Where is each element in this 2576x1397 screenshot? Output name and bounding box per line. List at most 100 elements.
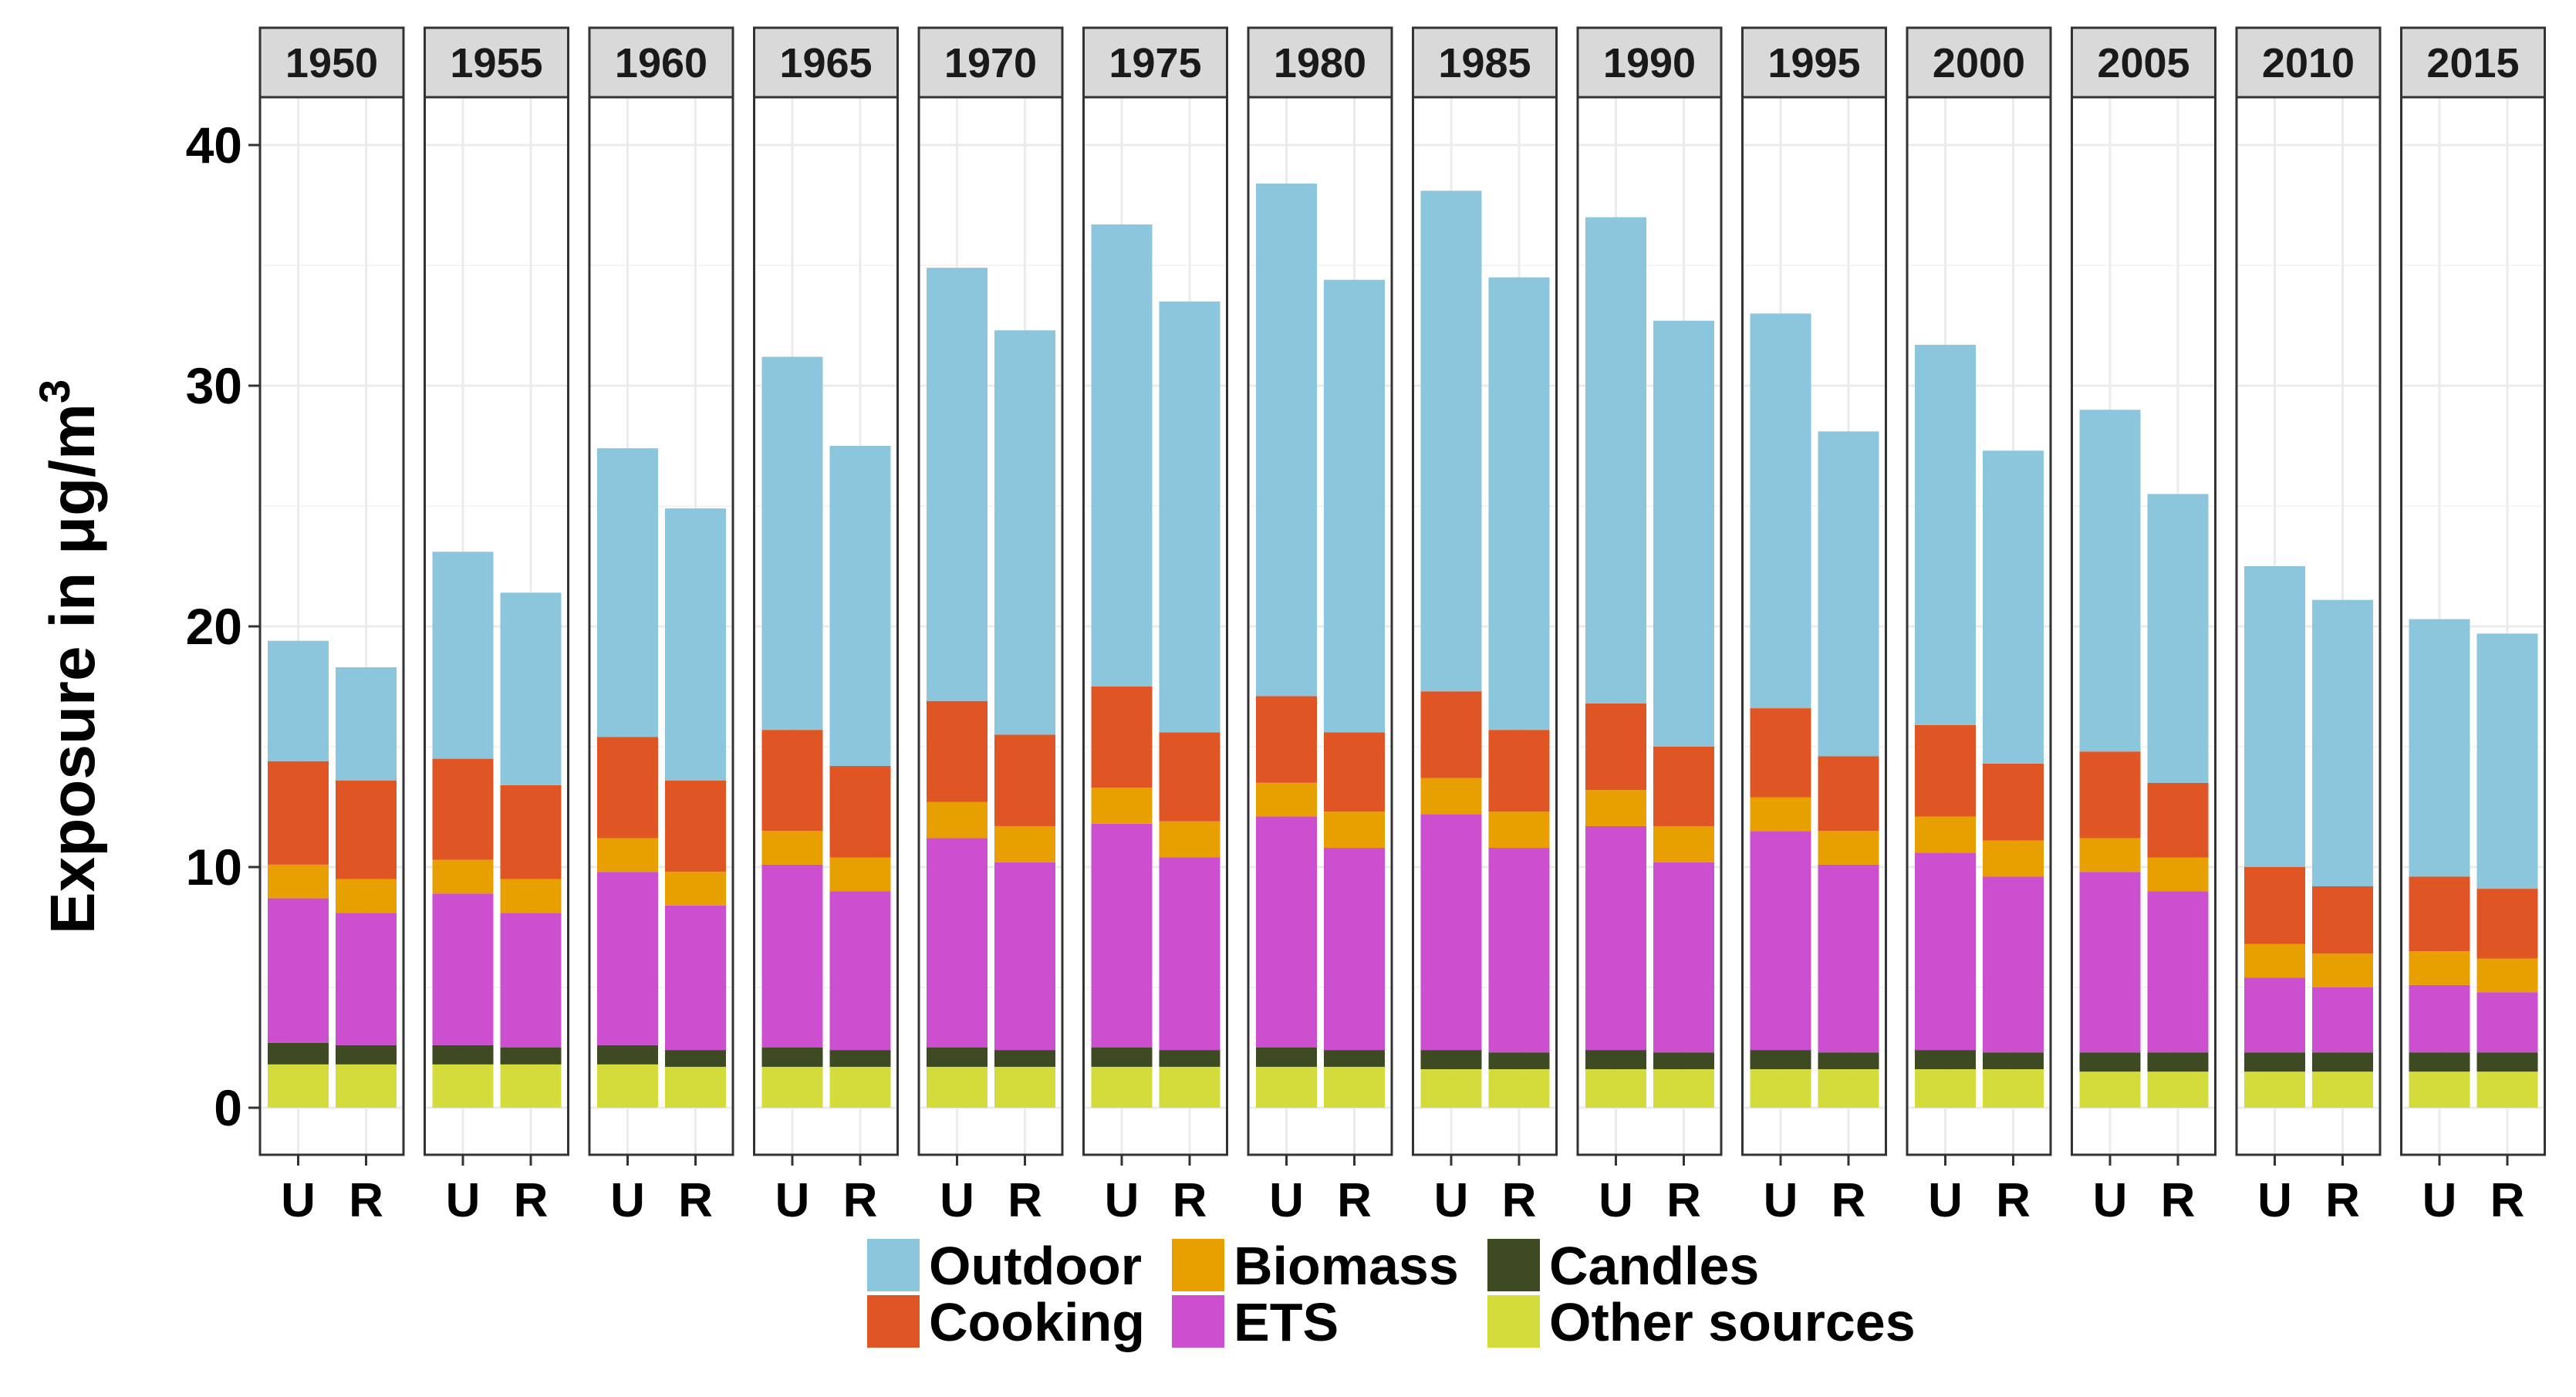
y-tick-label: 20: [186, 598, 242, 655]
bar-segment-other-sources: [927, 1066, 988, 1108]
bar-segment-other-sources: [1159, 1066, 1220, 1108]
bar-segment-candles: [1983, 1052, 2044, 1070]
bar-segment-candles: [597, 1044, 658, 1065]
legend-label: ETS: [1234, 1292, 1339, 1352]
facet-strip-label: 1950: [285, 40, 378, 86]
bar-segment-outdoor: [1324, 279, 1385, 733]
x-tick-label: U: [281, 1174, 316, 1227]
bar-segment-other-sources: [1420, 1069, 1482, 1108]
bar-segment-candles: [2079, 1052, 2141, 1072]
bar-segment-biomass: [2079, 838, 2141, 872]
bar-segment-outdoor: [1983, 450, 2044, 764]
bar-segment-outdoor: [1653, 320, 1714, 747]
bar-segment-outdoor: [1818, 431, 1879, 757]
bar-segment-candles: [1585, 1050, 1646, 1070]
bar-segment-candles: [1256, 1048, 1317, 1067]
bar-segment-outdoor: [1750, 313, 1811, 709]
bar-segment-cooking: [2312, 886, 2373, 954]
bar-segment-candles: [336, 1044, 397, 1065]
bar-segment-ets: [597, 872, 658, 1045]
bar-segment-candles: [2147, 1052, 2209, 1072]
bar-segment-ets: [665, 905, 726, 1051]
bar-segment-ets: [432, 893, 494, 1045]
bar-segment-cooking: [2147, 782, 2209, 858]
facet-strip: [753, 26, 899, 99]
bar-segment-cooking: [1585, 703, 1646, 791]
bar-segment-outdoor: [2079, 410, 2141, 752]
bar-segment-biomass: [927, 801, 988, 839]
x-tick-label: U: [2257, 1174, 2292, 1227]
bar-segment-other-sources: [1585, 1069, 1646, 1108]
bar-segment-candles: [761, 1048, 823, 1067]
bar-segment-outdoor: [432, 552, 494, 759]
bar-segment-ets: [1585, 825, 1646, 1051]
bar-segment-ets: [2147, 891, 2209, 1053]
bar-segment-ets: [1256, 816, 1317, 1048]
bar-segment-outdoor: [994, 330, 1055, 735]
x-tick-label: U: [610, 1174, 645, 1227]
bar-segment-other-sources: [1653, 1069, 1714, 1108]
bar-segment-outdoor: [761, 356, 823, 731]
facet-strip: [917, 26, 1064, 99]
y-tick-label: 30: [186, 357, 242, 414]
bar-segment-candles: [994, 1050, 1055, 1067]
bar-segment-outdoor: [2244, 566, 2305, 867]
bar-segment-cooking: [1091, 687, 1153, 788]
bar-segment-biomass: [2409, 951, 2470, 985]
bar-segment-biomass: [1091, 788, 1153, 824]
bar-segment-ets: [2476, 992, 2538, 1053]
legend-label: Biomass: [1234, 1236, 1459, 1296]
bar-segment-ets: [1091, 823, 1153, 1048]
bar-segment-cooking: [597, 737, 658, 839]
bar-segment-outdoor: [2476, 633, 2538, 889]
bar-segment-candles: [1653, 1052, 1714, 1070]
bar-segment-outdoor: [597, 448, 658, 737]
x-tick-label: R: [2161, 1174, 2196, 1227]
bar-segment-biomass: [1488, 812, 1550, 849]
x-tick-label: U: [1764, 1174, 1798, 1227]
x-tick-label: R: [2490, 1174, 2525, 1227]
bar-segment-other-sources: [1256, 1066, 1317, 1108]
bar-segment-biomass: [1818, 831, 1879, 865]
bar-segment-other-sources: [336, 1064, 397, 1108]
bar-segment-other-sources: [1091, 1066, 1153, 1108]
bar-segment-candles: [2409, 1052, 2470, 1072]
bar-segment-candles: [1091, 1048, 1153, 1067]
x-tick-label: R: [514, 1174, 549, 1227]
y-axis-label-superscript: 3: [30, 380, 79, 403]
x-tick-label: R: [1996, 1174, 2031, 1227]
bar-segment-biomass: [1324, 812, 1385, 849]
x-tick-label: U: [1928, 1174, 1963, 1227]
x-tick-label: R: [1008, 1174, 1042, 1227]
bar-segment-candles: [1915, 1050, 1976, 1070]
bar-segment-other-sources: [1983, 1069, 2044, 1108]
legend-key-candles: [1487, 1239, 1540, 1291]
bar-segment-outdoor: [1915, 344, 1976, 725]
bar-segment-ets: [927, 838, 988, 1048]
bar-segment-ets: [2244, 977, 2305, 1053]
bar-segment-ets: [2312, 987, 2373, 1053]
bar-segment-other-sources: [2244, 1071, 2305, 1108]
y-tick-label: 40: [186, 116, 242, 174]
bar-segment-biomass: [432, 859, 494, 894]
x-tick-label: R: [1337, 1174, 1372, 1227]
bar-segment-outdoor: [1585, 217, 1646, 704]
legend-label: Other sources: [1549, 1292, 1916, 1352]
x-tick-label: R: [2325, 1174, 2360, 1227]
bar-segment-biomass: [268, 864, 329, 899]
bar-segment-cooking: [2409, 876, 2470, 952]
bar-segment-ets: [1420, 814, 1482, 1051]
bar-segment-other-sources: [1818, 1069, 1879, 1108]
bar-segment-ets: [1159, 857, 1220, 1051]
bar-segment-candles: [1818, 1052, 1879, 1070]
bar-segment-ets: [1983, 876, 2044, 1053]
facet-strip-label: 1975: [1109, 40, 1201, 86]
x-tick-label: U: [1434, 1174, 1469, 1227]
facet-strip: [424, 26, 569, 99]
facet-strip-label: 2010: [2262, 40, 2355, 86]
bar-segment-outdoor: [268, 640, 329, 761]
bar-segment-cooking: [1750, 708, 1811, 798]
bar-segment-outdoor: [500, 592, 562, 785]
bar-segment-candles: [2244, 1052, 2305, 1072]
